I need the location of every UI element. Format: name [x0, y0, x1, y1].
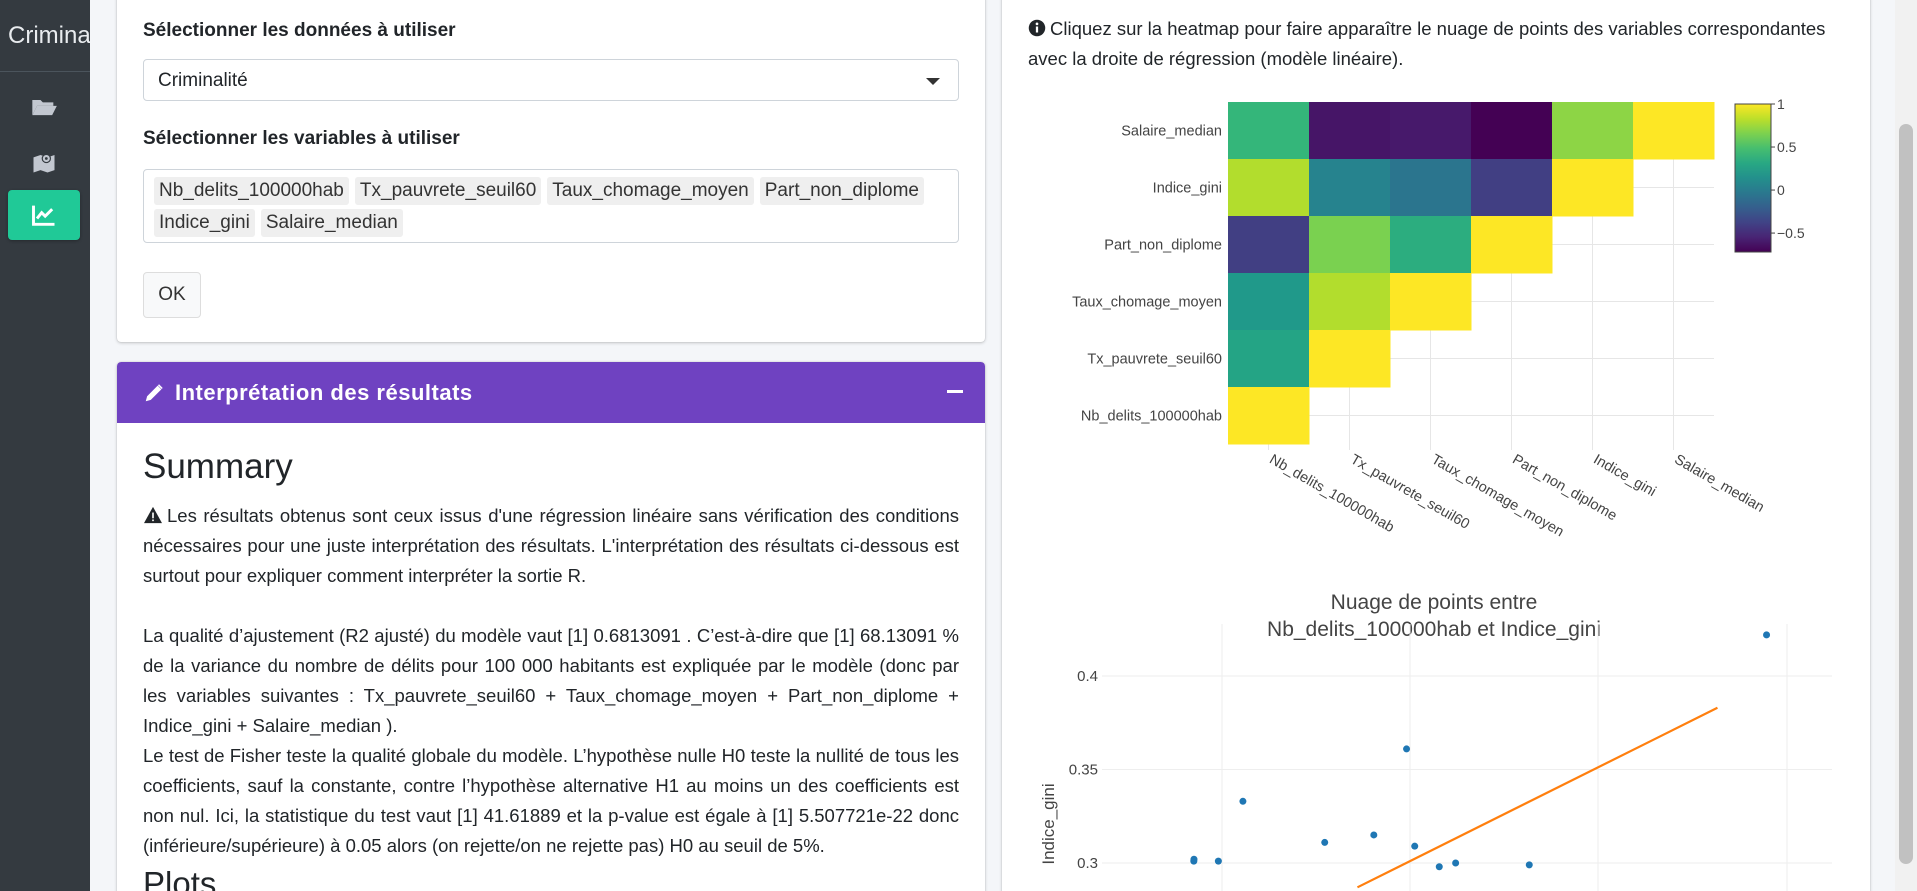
heatmap-row-label: Part_non_diplome [1104, 238, 1222, 254]
vars-multiselect[interactable]: Nb_delits_100000hab Tx_pauvrete_seuil60 … [143, 169, 959, 243]
scatter-point [1370, 831, 1378, 839]
colorbar-tick-label: −0.5 [1777, 225, 1805, 241]
heatmap-cell [1309, 330, 1391, 388]
heatmap-cell [1228, 216, 1310, 274]
collapse-button[interactable] [947, 390, 963, 393]
heatmap-cell [1390, 102, 1472, 160]
heatmap-cell [1633, 102, 1715, 160]
heatmap-cell [1228, 159, 1310, 217]
interpretation-body: Summary Les résultats obtenus sont ceux … [117, 423, 985, 891]
scatter-ytick-label: 0.3 [1077, 855, 1098, 872]
map-marker-icon [33, 153, 55, 173]
sidebar-item-data[interactable] [8, 82, 80, 132]
colorbar [1734, 103, 1772, 253]
interpretation-card: Interprétation des résultats Summary Les… [117, 362, 985, 891]
selection-card: Sélectionner les données à utiliser Crim… [117, 0, 985, 342]
brand-title[interactable]: Crimina [0, 0, 90, 72]
interpretation-header: Interprétation des résultats [117, 362, 985, 423]
sidebar-item-analysis[interactable] [8, 190, 80, 240]
var-chip[interactable]: Nb_delits_100000hab [154, 177, 349, 205]
heatmap-info-text: Cliquez sur la heatmap pour faire appara… [1028, 18, 1826, 69]
scatter-point [1525, 861, 1533, 869]
folder-open-icon [32, 100, 57, 116]
interpretation-title: Interprétation des résultats [175, 379, 473, 405]
var-chip[interactable]: Indice_gini [154, 209, 255, 237]
heatmap-row-label: Taux_chomage_moyen [1072, 295, 1222, 311]
scatter-point [1214, 857, 1222, 865]
info-circle-icon [1028, 19, 1046, 37]
heatmap-cell [1228, 102, 1310, 160]
scatter-ytick-label: 0.4 [1077, 668, 1098, 685]
ok-button[interactable]: OK [143, 272, 201, 318]
heatmap-cell [1309, 273, 1391, 331]
heatmap-info: Cliquez sur la heatmap pour faire appara… [1028, 14, 1848, 74]
heatmap-cell [1309, 216, 1391, 274]
chevron-down-icon [926, 78, 940, 85]
heatmap-col-label: Taux_chomage_moyen [1429, 452, 1567, 541]
scatter-point [1239, 797, 1247, 805]
heatmap-cell [1228, 330, 1310, 388]
heatmap-row-label: Tx_pauvrete_seuil60 [1087, 352, 1222, 368]
heatmap-cell [1471, 159, 1553, 217]
scrollbar-thumb[interactable] [1899, 124, 1913, 864]
scatter-plot[interactable]: Nuage de points entre Nb_delits_100000hab… [1002, 574, 1870, 891]
scatter-point [1403, 745, 1411, 753]
colorbar-tick-label: 0 [1777, 182, 1785, 198]
heatmap-row-label: Salaire_median [1121, 124, 1222, 140]
plots-heading: Plots [143, 865, 217, 891]
heatmap-cell [1552, 159, 1634, 217]
scatter-point [1190, 855, 1198, 863]
fisher-paragraph: Le test de Fisher teste la qualité globa… [143, 745, 959, 856]
colorbar-tick-label: 1 [1777, 96, 1785, 112]
warning-paragraph: Les résultats obtenus sont ceux issus d'… [143, 501, 959, 591]
sidebar: Crimina [0, 0, 90, 891]
scatter-title-line2: Nb_delits_100000hab et Indice_gini [1267, 618, 1601, 641]
vars-select-label: Sélectionner les variables à utiliser [143, 128, 460, 149]
scatter-ytick-label: 0.35 [1069, 762, 1098, 779]
var-chip[interactable]: Part_non_diplome [759, 177, 924, 205]
heatmap-cell [1228, 273, 1310, 331]
summary-heading: Summary [143, 447, 293, 486]
regression-line [1356, 706, 1718, 889]
correlation-heatmap[interactable]: Salaire_median Indice_gini Part_non_diplom… [1002, 0, 1870, 554]
heatmap-cell [1390, 159, 1472, 217]
data-select-label: Sélectionner les données à utiliser [143, 20, 456, 41]
heatmap-col-label: Salaire_median [1672, 452, 1767, 516]
warning-icon [144, 506, 162, 524]
heatmap-cell [1309, 102, 1391, 160]
data-select-value: Criminalité [158, 70, 248, 91]
page-scrollbar[interactable] [1895, 0, 1917, 891]
var-chip[interactable]: Salaire_median [260, 209, 403, 237]
heatmap-cell [1228, 387, 1310, 445]
scatter-title-line1: Nuage de points entre [1331, 591, 1538, 614]
scatter-point [1321, 838, 1329, 846]
heatmap-cell [1471, 102, 1553, 160]
scatter-ylabel: Indice_gini [1039, 783, 1058, 864]
heatmap-col-label: Indice_gini [1591, 452, 1659, 501]
colorbar-tick-label: 0.5 [1777, 139, 1797, 155]
heatmap-row-label: Nb_delits_100000hab [1081, 409, 1222, 425]
heatmap-cell [1471, 216, 1553, 274]
warning-text: Les résultats obtenus sont ceux issus d'… [143, 505, 959, 586]
sidebar-item-map[interactable] [8, 137, 80, 187]
line-chart-icon [32, 205, 55, 226]
heatmap-cell [1390, 216, 1472, 274]
charts-card: Cliquez sur la heatmap pour faire appara… [1002, 0, 1870, 891]
heatmap-row-label: Indice_gini [1153, 181, 1222, 197]
var-chip[interactable]: Tx_pauvrete_seuil60 [354, 177, 542, 205]
scatter-point [1411, 842, 1419, 850]
r2-paragraph: La qualité d’ajustement (R2 ajusté) du m… [143, 625, 959, 736]
heatmap-cell [1390, 273, 1472, 331]
scatter-point [1763, 631, 1771, 639]
pencil-icon [145, 383, 163, 401]
heatmap-cell [1309, 159, 1391, 217]
heatmap-cell [1552, 102, 1634, 160]
var-chip[interactable]: Taux_chomage_moyen [547, 177, 754, 205]
data-select[interactable]: Criminalité [143, 59, 959, 101]
scatter-point [1452, 859, 1460, 867]
scatter-point [1435, 863, 1443, 871]
